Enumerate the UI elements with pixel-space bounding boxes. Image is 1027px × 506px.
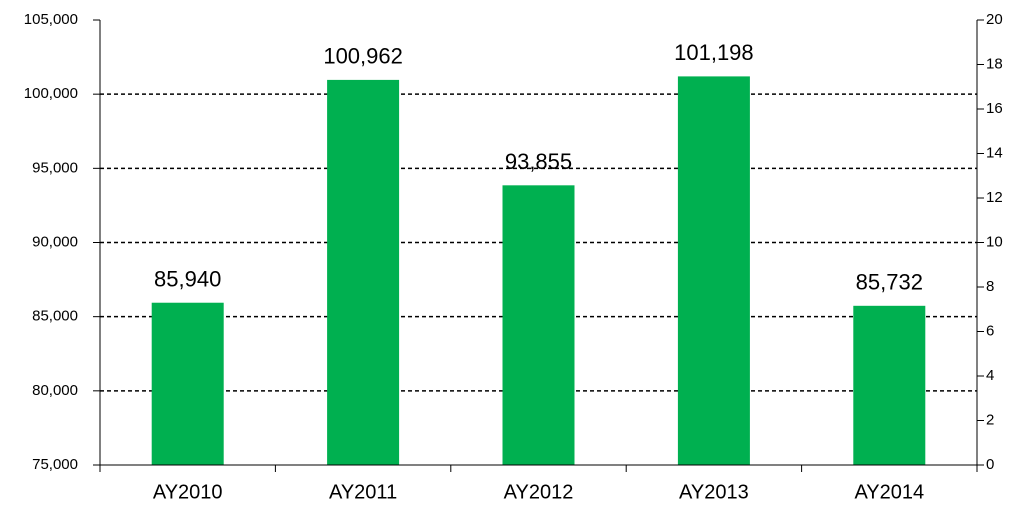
y-tick-label: 90,000 <box>32 233 78 250</box>
value-label: 85,940 <box>154 267 221 292</box>
value-label: 101,198 <box>674 40 754 65</box>
y2-tick-label: 14 <box>986 144 1003 161</box>
x-tick-label: AY2012 <box>504 481 574 503</box>
y2-tick-label: 20 <box>986 11 1003 28</box>
x-tick-label: AY2014 <box>854 481 924 503</box>
y2-tick-label: 4 <box>986 367 994 384</box>
y2-tick-label: 6 <box>986 322 994 339</box>
value-label: 93,855 <box>505 149 572 174</box>
bar <box>502 185 575 465</box>
y2-tick-label: 2 <box>986 411 994 428</box>
x-tick-label: AY2013 <box>679 481 749 503</box>
bar <box>677 76 750 465</box>
value-label: 100,962 <box>323 44 403 69</box>
y2-tick-label: 18 <box>986 55 1003 72</box>
value-label: 85,732 <box>856 270 923 295</box>
y-tick-label: 105,000 <box>24 11 78 28</box>
y2-tick-label: 8 <box>986 278 994 295</box>
bar <box>853 305 926 465</box>
y-tick-label: 85,000 <box>32 308 78 325</box>
y-tick-label: 75,000 <box>32 456 78 473</box>
x-tick-label: AY2011 <box>329 481 397 503</box>
y2-tick-label: 0 <box>986 456 994 473</box>
y2-tick-label: 16 <box>986 100 1003 117</box>
y-tick-label: 100,000 <box>24 85 78 102</box>
y2-tick-label: 10 <box>986 233 1003 250</box>
bar <box>327 79 400 465</box>
y-tick-label: 80,000 <box>32 382 78 399</box>
bar <box>151 302 224 465</box>
x-tick-label: AY2010 <box>153 481 223 503</box>
y-tick-label: 95,000 <box>32 159 78 176</box>
y2-tick-label: 12 <box>986 189 1003 206</box>
